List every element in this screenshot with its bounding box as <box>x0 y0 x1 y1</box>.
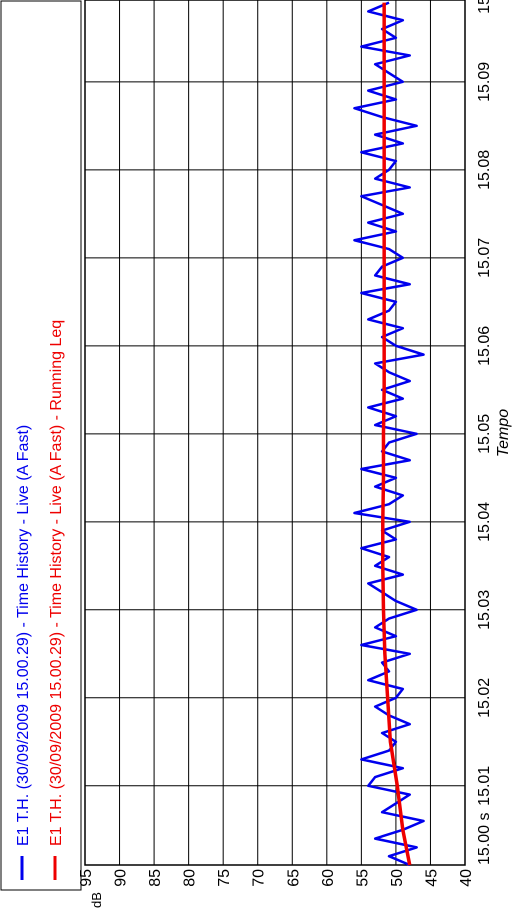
x-tick-label: 15.02 <box>476 678 493 718</box>
x-tick-label: 15.04 <box>476 502 493 542</box>
y-tick-label: 60 <box>320 869 337 887</box>
y-tick-label: 50 <box>389 869 406 887</box>
legend-box <box>0 0 82 891</box>
y-tick-label: 40 <box>458 869 475 887</box>
y-tick-label: 95 <box>78 869 95 887</box>
y-tick-label: 85 <box>147 869 164 887</box>
y-tick-label: 70 <box>251 869 268 887</box>
legend-label: E1 T.H. (30/09/2009 15.00.29) - Time His… <box>48 320 65 846</box>
y-axis-label: dB <box>89 892 104 908</box>
x-tick-label: 15.06 <box>476 326 493 366</box>
x-tick-label: 15.07 <box>476 238 493 278</box>
x-tick-label: 15.03 <box>476 590 493 630</box>
y-tick-label: 45 <box>423 869 440 887</box>
series-line <box>381 2 412 866</box>
y-tick-label: 80 <box>182 869 199 887</box>
y-tick-label: 75 <box>216 869 233 887</box>
legend-label: E1 T.H. (30/09/2009 15.00.29) - Time His… <box>15 425 32 846</box>
y-tick-label: 55 <box>354 869 371 887</box>
y-tick-label: 90 <box>113 869 130 887</box>
x-tick-label: 15.01 <box>476 766 493 806</box>
y-tick-label: 65 <box>285 869 302 887</box>
x-tick-label: 15.09 <box>476 62 493 102</box>
x-tick-label: 15.05 <box>476 414 493 454</box>
x-tick-label: 15.08 <box>476 150 493 190</box>
x-tick-label: 15.00 s <box>476 813 493 865</box>
x-tick-label: 15.10 <box>476 0 493 14</box>
x-axis-label: Tempo <box>495 409 512 457</box>
series-line <box>353 1 425 867</box>
rotated-chart: Tempo dB 40 45 50 55 60 65 70 75 80 85 90 95 15.00 s… <box>0 0 512 908</box>
